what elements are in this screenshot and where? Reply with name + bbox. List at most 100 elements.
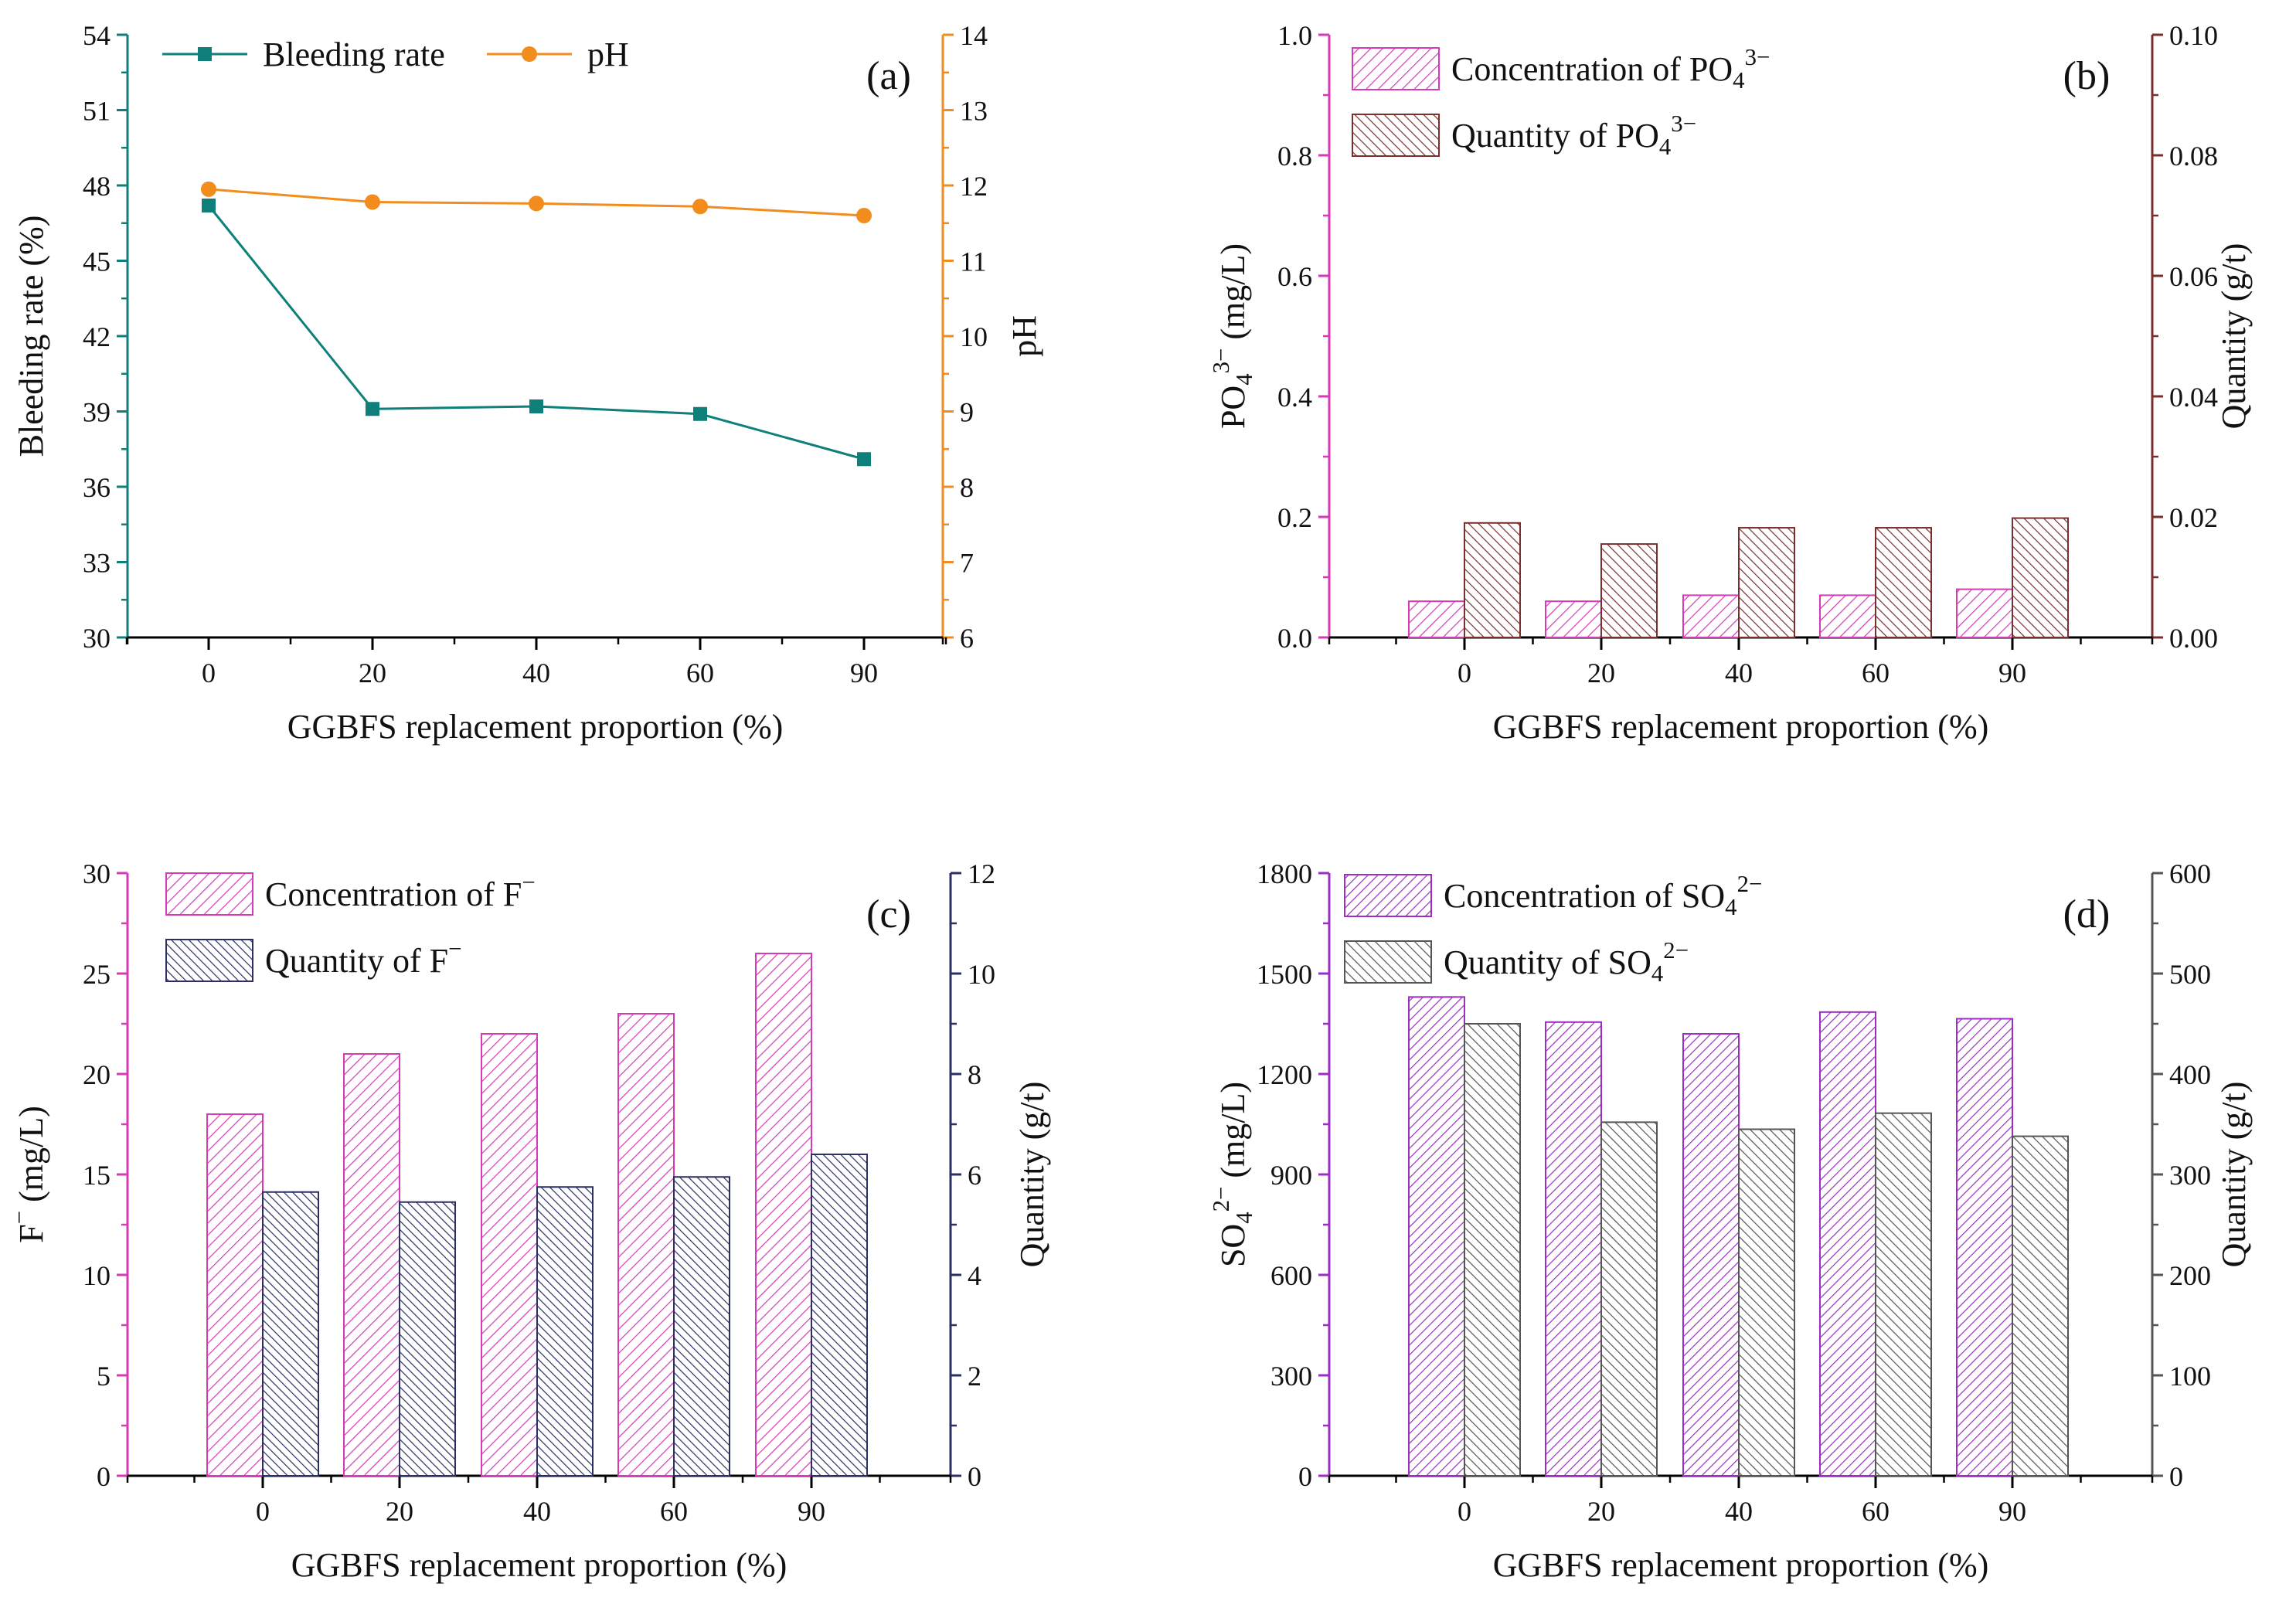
x-tick-label: 60 (1862, 1496, 1890, 1527)
bar (1464, 1023, 1521, 1477)
left-tick-label: 0.8 (1277, 141, 1312, 172)
left-tick-label: 10 (83, 1260, 111, 1291)
x-tick-label: 0 (256, 1496, 270, 1527)
x-axis-label: GGBFS replacement proportion (%) (287, 708, 784, 746)
legend-swatch (1352, 114, 1440, 157)
bar (1875, 1112, 1932, 1477)
left-tick-label: 1500 (1257, 959, 1312, 990)
left-tick-label: 39 (83, 397, 111, 428)
x-tick-label: 0 (1458, 1496, 1471, 1527)
x-tick-label: 20 (1587, 658, 1615, 688)
panel-c: 0 5 10 15 20 25 30 0 2 4 6 8 10 12 0 20 40 60 90 GGBFS repl… (6, 858, 1051, 1584)
right-tick-label: 400 (2169, 1059, 2211, 1090)
left-tick-label: 0.4 (1277, 382, 1312, 413)
right-tick-label: 100 (2169, 1361, 2211, 1392)
right-tick-label: 4 (968, 1260, 981, 1291)
bar (1819, 594, 1876, 639)
x-tick-label: 60 (686, 658, 714, 688)
legend-marker (522, 46, 537, 62)
x-axis-label: GGBFS replacement proportion (%) (1493, 708, 1989, 746)
right-tick-label: 6 (968, 1160, 981, 1191)
bar (673, 1176, 730, 1477)
y-axis-label: PO43− (mg/L) (1208, 243, 1257, 429)
x-tick-label: 40 (523, 1496, 551, 1527)
right-tick-label: 0 (2169, 1461, 2183, 1492)
data-point (529, 195, 544, 212)
bar (206, 1113, 264, 1477)
left-tick-label: 0 (1298, 1461, 1312, 1492)
panel-a: 30 33 36 39 42 45 48 51 54 6 7 8 9 10 11 12 13 14 0 20 40 60 9… (12, 20, 1043, 746)
y-axis-right-label: pH (1005, 315, 1043, 357)
bar (399, 1201, 456, 1477)
right-tick-label: 500 (2169, 959, 2211, 990)
left-tick-label: 30 (83, 858, 111, 889)
legend-label: pH (587, 36, 629, 73)
legend-swatch (1352, 47, 1440, 90)
right-tick-label: 6 (960, 623, 974, 654)
legend-label: Bleeding rate (263, 36, 445, 73)
left-tick-label: 54 (83, 20, 111, 51)
right-tick-label: 10 (968, 959, 995, 990)
legend-label: Concentration of PO43− (1451, 44, 1770, 93)
y-axis-label: Bleeding rate (%) (12, 216, 50, 457)
right-tick-label: 0.06 (2169, 261, 2218, 292)
x-tick-label: 90 (798, 1496, 825, 1527)
y-axis-right-label: Quantity (g/t) (2215, 243, 2253, 430)
data-point (692, 199, 708, 215)
x-tick-label: 0 (202, 658, 216, 688)
bar (1600, 1121, 1658, 1477)
left-tick-label: 25 (83, 959, 111, 990)
bar (1545, 1021, 1602, 1477)
right-tick-label: 200 (2169, 1260, 2211, 1291)
bar (2012, 1135, 2069, 1477)
right-tick-label: 7 (960, 548, 974, 579)
legend-swatch (1344, 874, 1432, 917)
left-tick-label: 1800 (1257, 858, 1312, 889)
data-point (202, 199, 216, 212)
bar (1408, 600, 1465, 639)
left-tick-label: 0.0 (1277, 623, 1312, 654)
data-point (529, 399, 543, 413)
left-tick-label: 30 (83, 623, 111, 654)
right-tick-label: 14 (960, 20, 988, 51)
y-axis-right-label: Quantity (g/t) (1013, 1082, 1051, 1268)
bar (1682, 594, 1740, 639)
right-tick-label: 0.00 (2169, 623, 2218, 654)
panel-label: (c) (866, 892, 911, 936)
x-tick-label: 20 (359, 658, 386, 688)
right-tick-label: 10 (960, 321, 988, 352)
data-point (365, 194, 380, 210)
bar (2012, 517, 2069, 638)
y-axis-label: F− (mg/L) (6, 1106, 50, 1243)
legend-marker (198, 47, 212, 61)
right-tick-label: 300 (2169, 1160, 2211, 1191)
y-axis-right-label: Quantity (g/t) (2215, 1082, 2253, 1268)
x-tick-label: 20 (1587, 1496, 1615, 1527)
bar (1819, 1011, 1876, 1477)
left-tick-label: 5 (97, 1361, 111, 1392)
legend-swatch (165, 872, 253, 916)
panel-b: 0.0 0.2 0.4 0.6 0.8 1.0 0.00 0.02 0.04 0.06 0.08 0.… (1208, 20, 2253, 746)
bar (343, 1053, 400, 1477)
bar (1464, 522, 1521, 638)
right-tick-label: 13 (960, 96, 988, 127)
x-tick-label: 0 (1458, 658, 1471, 688)
x-tick-label: 90 (1998, 658, 2026, 688)
x-tick-label: 20 (386, 1496, 413, 1527)
x-tick-label: 60 (660, 1496, 688, 1527)
right-tick-label: 9 (960, 397, 974, 428)
bar (536, 1186, 594, 1477)
bar (1738, 527, 1795, 638)
left-tick-label: 51 (83, 96, 111, 127)
bar (1408, 996, 1465, 1477)
series-line (207, 205, 865, 461)
x-tick-label: 40 (1725, 658, 1753, 688)
bar (617, 1013, 675, 1477)
left-tick-label: 0.2 (1277, 502, 1312, 533)
left-tick-label: 48 (83, 171, 111, 202)
bar (1600, 543, 1658, 638)
left-tick-label: 300 (1270, 1361, 1312, 1392)
data-point (366, 402, 379, 416)
bar (262, 1191, 319, 1477)
